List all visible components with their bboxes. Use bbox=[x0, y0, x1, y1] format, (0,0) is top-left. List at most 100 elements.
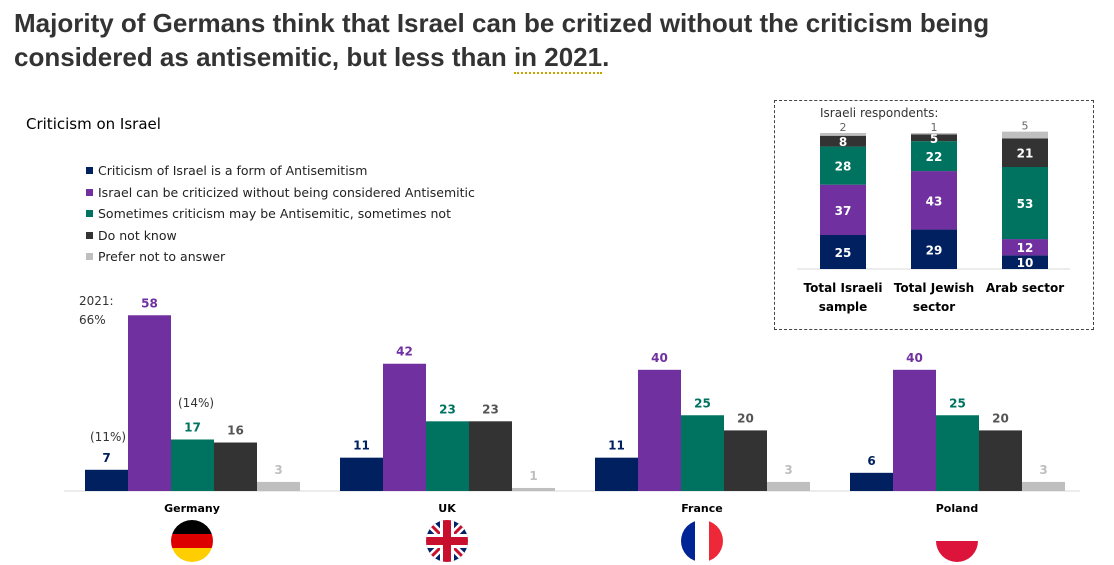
category-label: France bbox=[681, 502, 722, 515]
segment-label: 22 bbox=[926, 150, 943, 164]
stacked-segment bbox=[1002, 255, 1048, 269]
data-label: 23 bbox=[482, 402, 499, 416]
data-label: 1 bbox=[529, 469, 537, 483]
data-label: 58 bbox=[141, 296, 158, 310]
stacked-segment bbox=[911, 171, 957, 230]
uk-flag-icon bbox=[426, 520, 468, 562]
segment-label: 21 bbox=[1017, 147, 1034, 161]
segment-label: 28 bbox=[835, 160, 852, 174]
data-label: 20 bbox=[737, 411, 754, 425]
data-label: 11 bbox=[353, 439, 370, 453]
legend-item: Israel can be criticized without being c… bbox=[86, 182, 475, 204]
inset-category-label: Arab sector bbox=[986, 281, 1064, 295]
legend-swatch bbox=[86, 167, 93, 175]
data-label: 20 bbox=[992, 411, 1009, 425]
bar bbox=[85, 469, 128, 491]
legend-label: Sometimes criticism may be Antisemitic, … bbox=[98, 206, 451, 222]
bar bbox=[383, 363, 426, 491]
france-flag-icon bbox=[681, 520, 723, 562]
bar bbox=[171, 439, 214, 491]
stacked-segment bbox=[1002, 167, 1048, 240]
legend-label: Israel can be criticized without being c… bbox=[98, 184, 475, 200]
category-label: Germany bbox=[164, 502, 220, 515]
bar bbox=[426, 421, 469, 491]
annotation-2021-green: (14%) bbox=[178, 396, 214, 410]
annotation-2021-navy: (11%) bbox=[90, 430, 126, 444]
bar bbox=[979, 430, 1022, 491]
page-title: Majority of Germans think that Israel ca… bbox=[14, 6, 1104, 74]
legend-item: Sometimes criticism may be Antisemitic, … bbox=[86, 203, 475, 225]
category-label: Poland bbox=[936, 502, 979, 515]
stacked-segment bbox=[911, 133, 957, 135]
segment-label: 29 bbox=[926, 243, 943, 257]
legend-item: Prefer not to answer bbox=[86, 246, 475, 268]
data-label: 7 bbox=[102, 451, 110, 465]
legend-label: Do not know bbox=[98, 227, 177, 243]
bar bbox=[681, 415, 724, 491]
data-label: 16 bbox=[227, 424, 244, 438]
legend-swatch bbox=[86, 210, 93, 218]
data-label: 3 bbox=[784, 463, 792, 477]
segment-label: 1 bbox=[931, 121, 938, 134]
bar bbox=[512, 487, 555, 491]
segment-label: 25 bbox=[835, 246, 852, 260]
stacked-segment bbox=[911, 229, 957, 269]
bar bbox=[469, 421, 512, 491]
bar bbox=[128, 315, 171, 491]
annotation-2021-value: 66% bbox=[79, 313, 106, 327]
inset-category-label-line2: sector bbox=[913, 300, 955, 314]
bar bbox=[340, 457, 383, 491]
legend-item: Do not know bbox=[86, 225, 475, 247]
germany-flag-icon bbox=[171, 520, 213, 562]
bar bbox=[1022, 481, 1065, 491]
legend-item: Criticism of Israel is a form of Antisem… bbox=[86, 160, 475, 182]
inset-category-label: Total Jewish bbox=[894, 281, 974, 295]
data-label: 23 bbox=[439, 402, 456, 416]
stacked-segment bbox=[1002, 239, 1048, 256]
stacked-segment bbox=[1002, 131, 1048, 139]
bar bbox=[893, 369, 936, 491]
segment-label: 37 bbox=[835, 204, 852, 218]
data-label: 25 bbox=[694, 396, 711, 410]
stacked-segment bbox=[820, 135, 866, 147]
bar bbox=[850, 472, 893, 491]
title-end: . bbox=[602, 42, 610, 72]
data-label: 40 bbox=[906, 351, 923, 365]
segment-label: 5 bbox=[930, 132, 938, 146]
poland-flag-icon bbox=[936, 520, 978, 562]
stacked-segment bbox=[911, 134, 957, 142]
data-label: 3 bbox=[1039, 463, 1047, 477]
bar bbox=[595, 457, 638, 491]
bar bbox=[257, 481, 300, 491]
bar bbox=[767, 481, 810, 491]
stacked-segment bbox=[820, 133, 866, 136]
stacked-segment bbox=[820, 184, 866, 235]
annotation-2021-label: 2021: bbox=[79, 294, 114, 308]
inset-category-label-line2: sample bbox=[819, 300, 868, 314]
data-label: 11 bbox=[608, 439, 625, 453]
data-label: 3 bbox=[274, 463, 282, 477]
stacked-segment bbox=[1002, 138, 1048, 167]
stacked-segment bbox=[911, 141, 957, 172]
title-text: Majority of Germans think that Israel ca… bbox=[14, 8, 990, 72]
segment-label: 53 bbox=[1017, 197, 1034, 211]
legend-swatch bbox=[86, 231, 93, 239]
data-label: 6 bbox=[867, 454, 875, 468]
data-label: 25 bbox=[949, 396, 966, 410]
data-label: 42 bbox=[396, 345, 413, 359]
segment-label: 43 bbox=[926, 194, 943, 208]
category-label: UK bbox=[438, 502, 456, 515]
inset-category-label: Total Israeli bbox=[804, 281, 883, 295]
bar bbox=[936, 415, 979, 491]
bar bbox=[214, 442, 257, 491]
chart-title: Criticism on Israel bbox=[26, 115, 161, 133]
stacked-segment bbox=[820, 235, 866, 269]
data-label: 17 bbox=[184, 420, 201, 434]
data-label: 40 bbox=[651, 351, 668, 365]
segment-label: 2 bbox=[840, 121, 847, 134]
bar bbox=[724, 430, 767, 491]
legend-swatch bbox=[86, 253, 93, 261]
israeli-inset bbox=[774, 100, 1094, 330]
inset-title: Israeli respondents: bbox=[820, 106, 938, 120]
